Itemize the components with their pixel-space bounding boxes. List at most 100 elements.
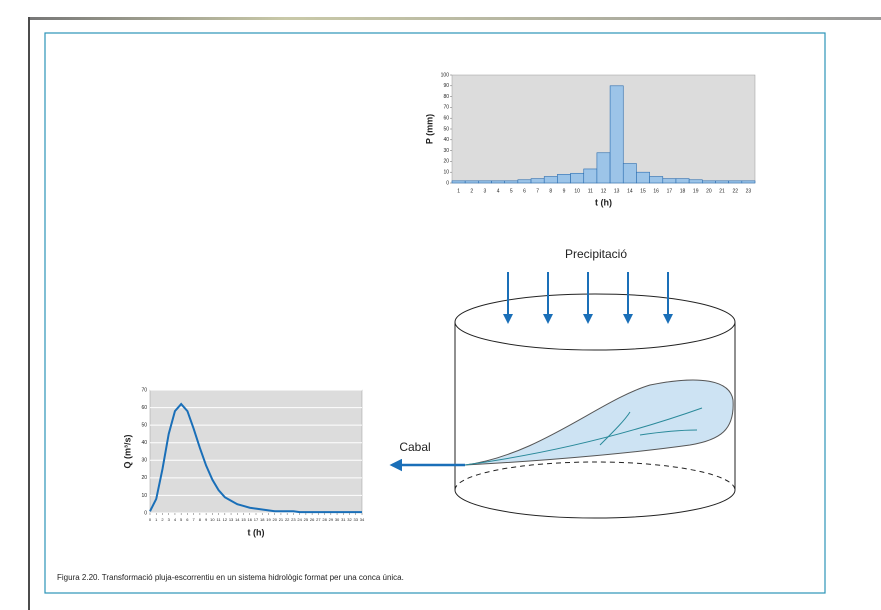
bar [741,180,756,184]
x-tick-label: 14 [235,517,240,522]
bar [478,180,492,184]
x-tick-label: 15 [640,188,646,194]
x-tick-label: 7 [536,188,539,194]
y-tick-label: 0 [144,510,147,516]
x-tick-label: 9 [563,188,566,194]
x-axis-label: t (h) [248,527,265,537]
x-tick-label: 15 [241,517,246,522]
x-tick-label: 1 [155,517,158,522]
x-tick-label: 5 [180,517,183,522]
y-tick-label: 30 [443,148,449,154]
x-tick-label: 21 [279,517,284,522]
bar [702,180,716,184]
x-tick-label: 2 [470,188,473,194]
bar [688,179,703,184]
x-tick-label: 2 [161,517,164,522]
y-tick-label: 10 [443,170,449,176]
x-tick-label: 23 [291,517,296,522]
x-tick-label: 19 [266,517,271,522]
river [639,429,698,436]
page-rule [30,17,881,20]
x-tick-label: 14 [627,188,633,194]
basin [464,379,734,466]
y-tick-label: 30 [141,458,147,464]
bar [622,163,637,184]
cylinder-top [454,293,736,351]
x-tick-label: 10 [574,188,580,194]
flow-label: Cabal [399,440,430,454]
x-tick-label: 6 [523,188,526,194]
x-tick-label: 28 [322,517,327,522]
x-tick-label: 22 [285,517,290,522]
x-tick-label: 6 [186,517,189,522]
y-tick-label: 10 [141,493,147,499]
x-tick-label: 21 [719,188,725,194]
bar [543,176,558,184]
x-tick-label: 13 [614,188,620,194]
y-tick-label: 40 [443,137,449,143]
x-tick-label: 8 [549,188,552,194]
x-tick-label: 11 [588,188,593,194]
y-tick-label: 40 [141,440,147,446]
bar [662,178,677,184]
y-tick-label: 60 [141,405,147,411]
x-tick-label: 29 [329,517,334,522]
y-tick-label: 20 [443,159,449,165]
x-tick-label: 33 [354,517,359,522]
x-tick-label: 5 [510,188,513,194]
x-tick-label: 8 [199,517,202,522]
bar [491,180,505,184]
x-tick-label: 4 [174,517,177,522]
hydrograph-line [149,402,362,514]
catchment-diagram [389,272,736,519]
x-tick-label: 32 [347,517,352,522]
x-tick-label: 30 [335,517,340,522]
rain-arrows [503,272,673,324]
x-tick-label: 3 [168,517,171,522]
precipitation-label: Precipitació [565,247,627,261]
x-tick-label: 20 [706,188,712,194]
x-axis-label: t (h) [595,197,612,207]
x-tick-label: 17 [667,188,673,194]
y-axis-label: Q (m³/s) [122,434,132,468]
cylinder-bottom [454,489,736,519]
bar [636,171,650,184]
x-tick-label: 3 [484,188,487,194]
caption: Figura 2.20. Transformació pluja-escorre… [57,573,404,582]
bar [649,176,664,184]
x-tick-label: 10 [210,517,215,522]
bar [609,85,624,184]
bar [451,180,466,184]
x-tick-label: 12 [223,517,228,522]
x-tick-label: 22 [732,188,738,194]
x-tick-label: 24 [297,517,302,522]
x-tick-label: 11 [217,517,222,522]
bar [530,178,545,184]
bar [596,152,611,184]
x-tick-label: 23 [746,188,752,194]
x-tick-label: 26 [310,517,315,522]
bar [570,172,585,184]
x-tick-label: 4 [497,188,500,194]
x-tick-label: 13 [229,517,234,522]
x-tick-label: 7 [193,517,196,522]
x-tick-label: 20 [272,517,277,522]
y-tick-label: 20 [141,475,147,481]
bar [517,179,532,184]
x-tick-label: 19 [693,188,699,194]
bar [504,180,519,184]
y-tick-label: 80 [443,94,449,100]
x-tick-label: 31 [341,517,346,522]
x-tick-label: 34 [360,517,365,522]
x-tick-label: 18 [260,517,265,522]
bar [464,180,479,184]
figure-frame [44,32,826,594]
x-tick-label: 25 [304,517,309,522]
bar [675,178,690,184]
y-tick-label: 50 [141,422,147,428]
plot-area [149,389,363,514]
bar [557,174,571,184]
y-tick-label: 70 [141,387,147,393]
